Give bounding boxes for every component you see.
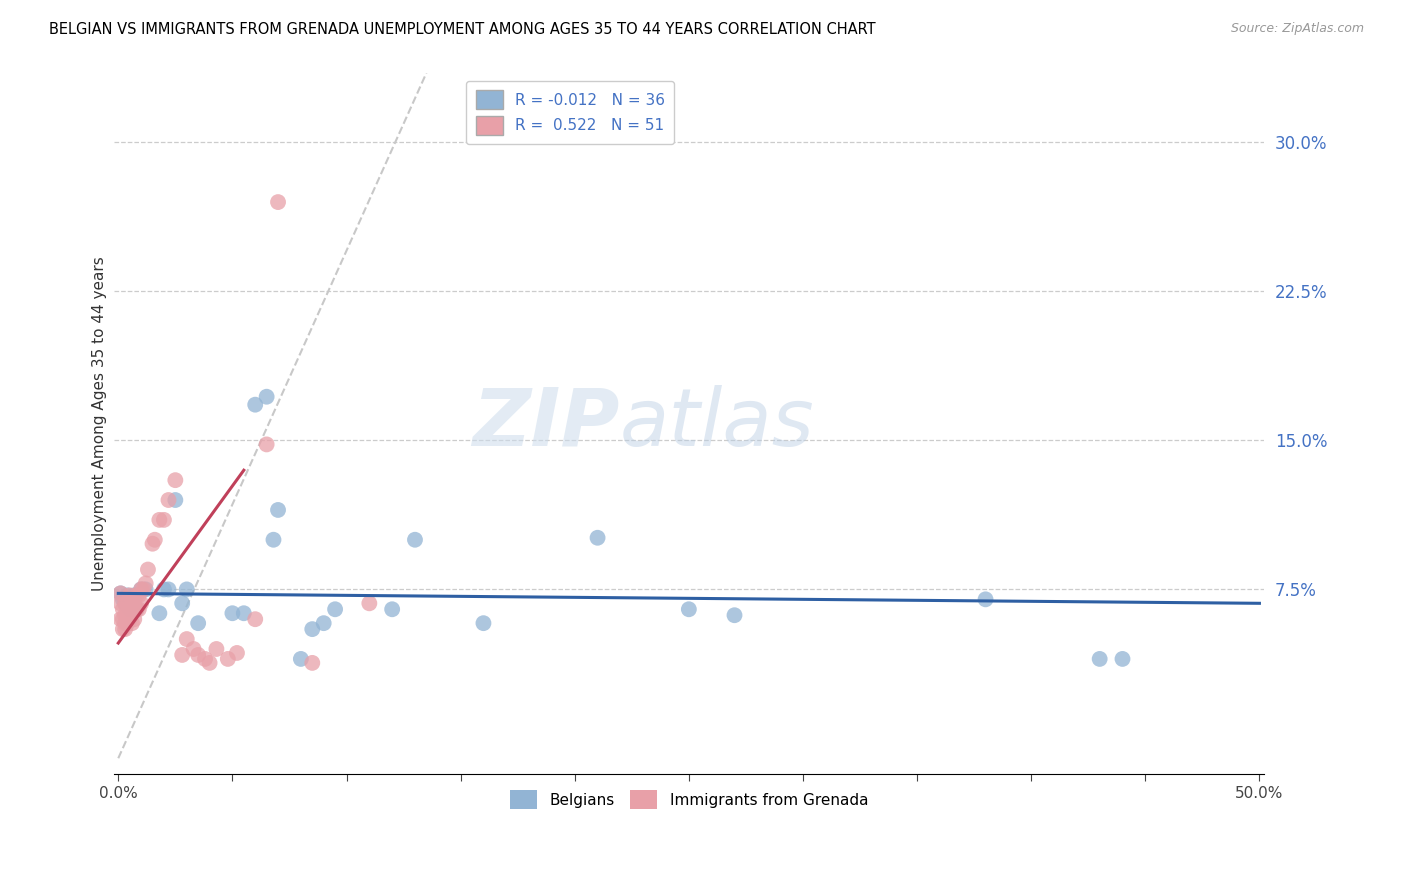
Point (153, 582, 176, 597)
Point (176, 582, 198, 597)
Y-axis label: Unemployment Among Ages 35 to 44 years: Unemployment Among Ages 35 to 44 years (93, 256, 107, 591)
Point (128, 588, 150, 602)
Point (359, 596, 381, 610)
Point (110, 586, 132, 600)
Point (135, 582, 157, 597)
Point (114, 596, 136, 610)
Point (232, 606, 254, 620)
Point (117, 588, 139, 602)
Text: Source: ZipAtlas.com: Source: ZipAtlas.com (1230, 22, 1364, 36)
Point (723, 608, 745, 623)
Point (205, 642, 228, 657)
Point (148, 606, 170, 620)
Point (172, 648, 194, 662)
Point (165, 493, 187, 508)
Point (122, 588, 145, 602)
Legend: Belgians, Immigrants from Grenada: Belgians, Immigrants from Grenada (503, 784, 875, 815)
Point (312, 616, 335, 631)
Point (176, 632, 198, 646)
Point (301, 656, 323, 670)
Point (114, 608, 136, 623)
Point (111, 622, 134, 636)
Point (157, 493, 180, 508)
Point (141, 537, 163, 551)
Point (122, 602, 145, 616)
Point (226, 646, 249, 660)
Point (128, 602, 150, 616)
Text: atlas: atlas (620, 384, 814, 463)
Point (111, 602, 134, 616)
Point (122, 592, 145, 607)
Point (111, 592, 134, 607)
Point (404, 533, 426, 547)
Point (121, 592, 143, 607)
Point (117, 608, 139, 623)
Point (472, 616, 495, 631)
Text: ZIP: ZIP (472, 384, 620, 463)
Point (118, 588, 141, 602)
Point (122, 612, 145, 626)
Point (125, 602, 148, 616)
Point (678, 602, 700, 616)
Point (290, 652, 312, 666)
Point (110, 596, 132, 610)
Point (183, 642, 205, 657)
Point (217, 652, 239, 666)
Point (256, 437, 278, 451)
Point (135, 576, 157, 591)
Point (117, 616, 139, 631)
Point (118, 602, 141, 616)
Point (187, 648, 209, 662)
Point (114, 622, 136, 636)
Point (111, 612, 134, 626)
Point (129, 582, 152, 597)
Point (114, 596, 136, 610)
Point (125, 602, 148, 616)
Point (256, 390, 278, 404)
Point (129, 582, 152, 597)
Point (157, 582, 180, 597)
Point (121, 602, 143, 616)
Point (110, 586, 132, 600)
Point (125, 588, 148, 602)
Point (118, 602, 141, 616)
Point (110, 612, 132, 626)
Point (165, 473, 187, 487)
Point (194, 652, 217, 666)
Point (263, 533, 285, 547)
Point (114, 616, 136, 631)
Point (267, 503, 290, 517)
Point (132, 582, 155, 597)
Point (118, 612, 141, 626)
Point (221, 606, 243, 620)
Point (245, 398, 267, 412)
Point (172, 596, 194, 610)
Point (323, 602, 346, 616)
Point (245, 612, 267, 626)
Point (974, 592, 997, 607)
Point (136, 562, 159, 576)
Point (1088, 652, 1111, 666)
Point (153, 513, 176, 527)
Point (267, 195, 290, 210)
Point (187, 616, 209, 631)
Point (1111, 652, 1133, 666)
Point (198, 656, 221, 670)
Point (301, 622, 323, 636)
Point (129, 596, 152, 610)
Point (148, 513, 170, 527)
Point (143, 533, 166, 547)
Point (117, 596, 139, 610)
Point (586, 531, 609, 545)
Point (121, 592, 143, 607)
Point (381, 602, 404, 616)
Point (121, 616, 143, 631)
Text: BELGIAN VS IMMIGRANTS FROM GRENADA UNEMPLOYMENT AMONG AGES 35 TO 44 YEARS CORREL: BELGIAN VS IMMIGRANTS FROM GRENADA UNEMP… (49, 22, 876, 37)
